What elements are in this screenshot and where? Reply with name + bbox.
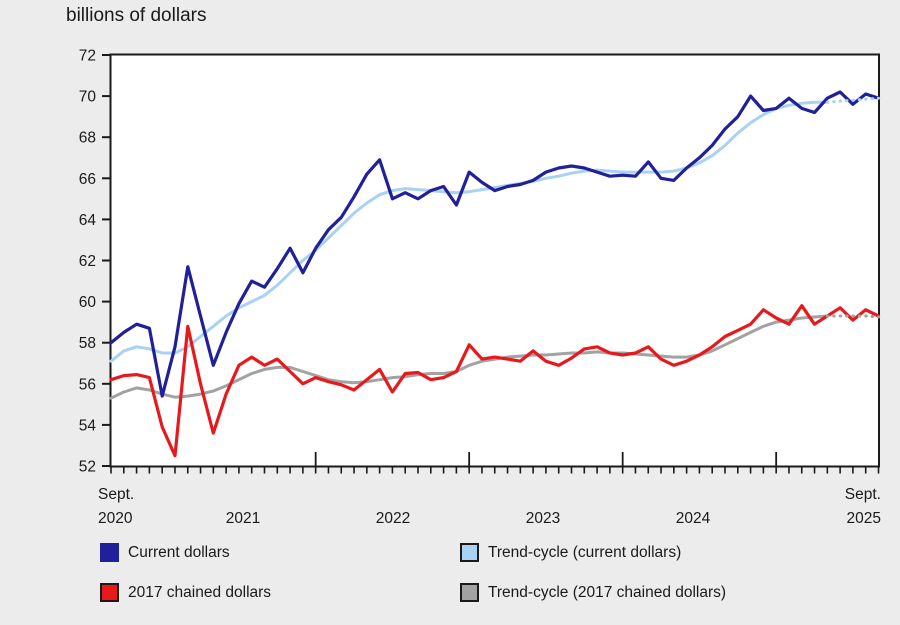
- y-tick-label: 68: [79, 130, 96, 147]
- legend-label-current-dollars: Current dollars: [128, 543, 230, 561]
- y-tick-label: 64: [79, 212, 97, 229]
- y-tick-label: 56: [79, 376, 96, 393]
- y-tick-label: 70: [79, 89, 97, 106]
- y-tick-label: 60: [79, 294, 97, 311]
- series-line-trend-current-dotted: [825, 96, 880, 104]
- legend-label-2017-chained-dollars: 2017 chained dollars: [128, 583, 272, 601]
- legend-item-trend-current-dollars: Trend-cycle (current dollars): [460, 543, 681, 562]
- legend-item-trend-2017-chained-dollars: Trend-cycle (2017 chained dollars): [460, 583, 726, 602]
- legend-item-current-dollars: Current dollars: [100, 543, 230, 562]
- y-tick-label: 52: [79, 459, 96, 476]
- legend-swatch-trend-current-dollars: [460, 543, 479, 562]
- y-tick-label: 58: [79, 335, 96, 352]
- x-label-year-2022: 2022: [376, 510, 410, 527]
- legend-swatch-2017-chained-dollars: [100, 583, 119, 602]
- x-label-end-year: 2025: [847, 510, 881, 527]
- series-line-trend-current-solid: [109, 100, 829, 363]
- x-label-start-month: Sept.: [98, 486, 134, 503]
- series-line-trend-chained-dotted: [825, 314, 880, 319]
- y-tick-label: 72: [79, 48, 96, 65]
- x-label-end-month: Sept.: [845, 486, 881, 503]
- legend-item-2017-chained-dollars: 2017 chained dollars: [100, 583, 271, 602]
- legend-swatch-trend-2017-chained-dollars: [460, 583, 479, 602]
- y-tick-label: 54: [79, 417, 97, 434]
- x-label-year-2024: 2024: [676, 510, 711, 527]
- legend-label-trend-current-dollars: Trend-cycle (current dollars): [488, 543, 682, 561]
- legend-label-trend-2017-chained-dollars: Trend-cycle (2017 chained dollars): [488, 583, 727, 601]
- x-label-year-2023: 2023: [526, 510, 560, 527]
- chart-title: billions of dollars: [66, 5, 207, 26]
- x-label-start-year: 2020: [98, 510, 133, 527]
- y-tick-label: 66: [79, 171, 96, 188]
- plot-area: [109, 53, 880, 468]
- series-line-current-dollars: [109, 90, 881, 398]
- y-tick-label: 62: [79, 253, 96, 270]
- series-line-2017-chained-dollars: [109, 304, 881, 458]
- legend-swatch-current-dollars: [100, 543, 119, 562]
- x-label-year-2021: 2021: [226, 510, 260, 527]
